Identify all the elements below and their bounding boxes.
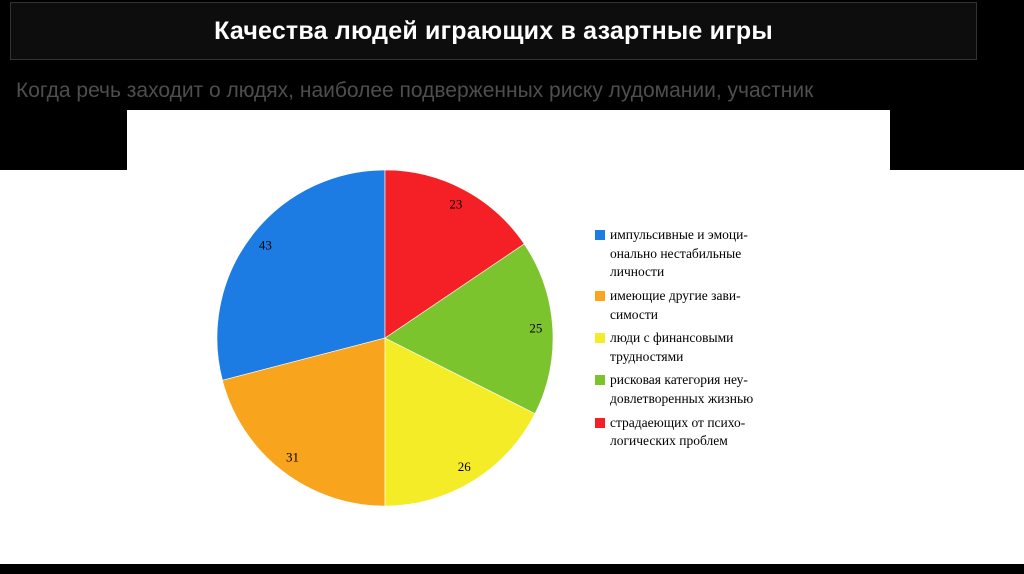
chart-panel: 43 31 26 25 23 импульсивные и эмоци- онально… (127, 110, 890, 513)
legend-swatch-icon (595, 375, 605, 386)
slice-value-label: 23 (449, 196, 462, 211)
legend-swatch-icon (595, 417, 605, 428)
legend-label: страдаеющих от психо- логических проблем (610, 414, 746, 449)
pie-slice (384, 169, 525, 339)
legend-item: имеющие другие зави- симости (595, 287, 810, 324)
legend-label: импульсивные и эмоци- онально нестабильн… (610, 227, 748, 280)
bottom-bar (0, 564, 1024, 574)
legend-label: рисковая категория неу- довлетворенных ж… (610, 372, 754, 406)
slide-title: Качества людей играющих в азартные игры (214, 16, 773, 45)
pie-slice (222, 337, 386, 507)
legend-swatch-icon (595, 230, 605, 240)
legend-label: имеющие другие зави- симости (610, 287, 741, 322)
legend-label: люди с финансовыми трудностями (610, 330, 734, 364)
slice-value-label: 26 (458, 459, 472, 474)
slice-value-label: 43 (259, 238, 272, 253)
intro-text: Когда речь заходит о людях, наиболее под… (16, 79, 814, 102)
slice-value-label: 31 (286, 450, 299, 465)
slice-value-label: 25 (529, 320, 542, 335)
legend-item: страдаеющих от психо- логических проблем (595, 414, 810, 451)
pie-slice (384, 243, 554, 415)
pie-slice (384, 337, 536, 507)
legend-item: люди с финансовыми трудностями (595, 329, 810, 366)
pie-slice (216, 169, 386, 381)
title-bar: Качества людей играющих в азартные игры (10, 2, 977, 60)
pie-chart: 43 31 26 25 23 (216, 169, 554, 507)
legend-item: импульсивные и эмоци- онально нестабильн… (595, 226, 810, 282)
legend-swatch-icon (595, 333, 605, 344)
chart-legend: импульсивные и эмоци- онально нестабильн… (595, 226, 810, 456)
legend-swatch-icon (595, 290, 605, 301)
legend-item: рисковая категория неу- довлетворенных ж… (595, 371, 810, 408)
